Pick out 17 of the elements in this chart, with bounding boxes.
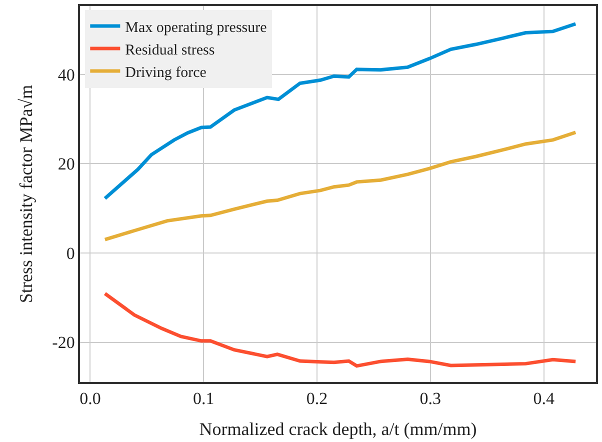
legend-label: Residual stress (125, 42, 215, 58)
x-tick-label: 0.0 (80, 389, 101, 408)
y-tick-label: -20 (52, 333, 75, 352)
line-series (103, 130, 578, 242)
legend-label: Max operating pressure (125, 20, 268, 36)
y-tick-label: 20 (58, 154, 75, 174)
x-tick-label: 0.2 (306, 389, 328, 408)
legend-label: Driving force (125, 64, 207, 81)
line-series (103, 22, 578, 200)
x-tick-label: 0.4 (533, 389, 555, 408)
line-series (103, 292, 578, 368)
y-axis-title: Stress intensity factor MPa√m (16, 84, 36, 304)
x-tick-label: 0.1 (192, 389, 214, 408)
y-tick-label: 0 (66, 244, 75, 263)
y-tick-label: 40 (58, 65, 75, 84)
x-axis-title: Normalized crack depth, a/t (mm/mm) (199, 418, 477, 439)
x-tick-label: 0.3 (420, 389, 442, 408)
